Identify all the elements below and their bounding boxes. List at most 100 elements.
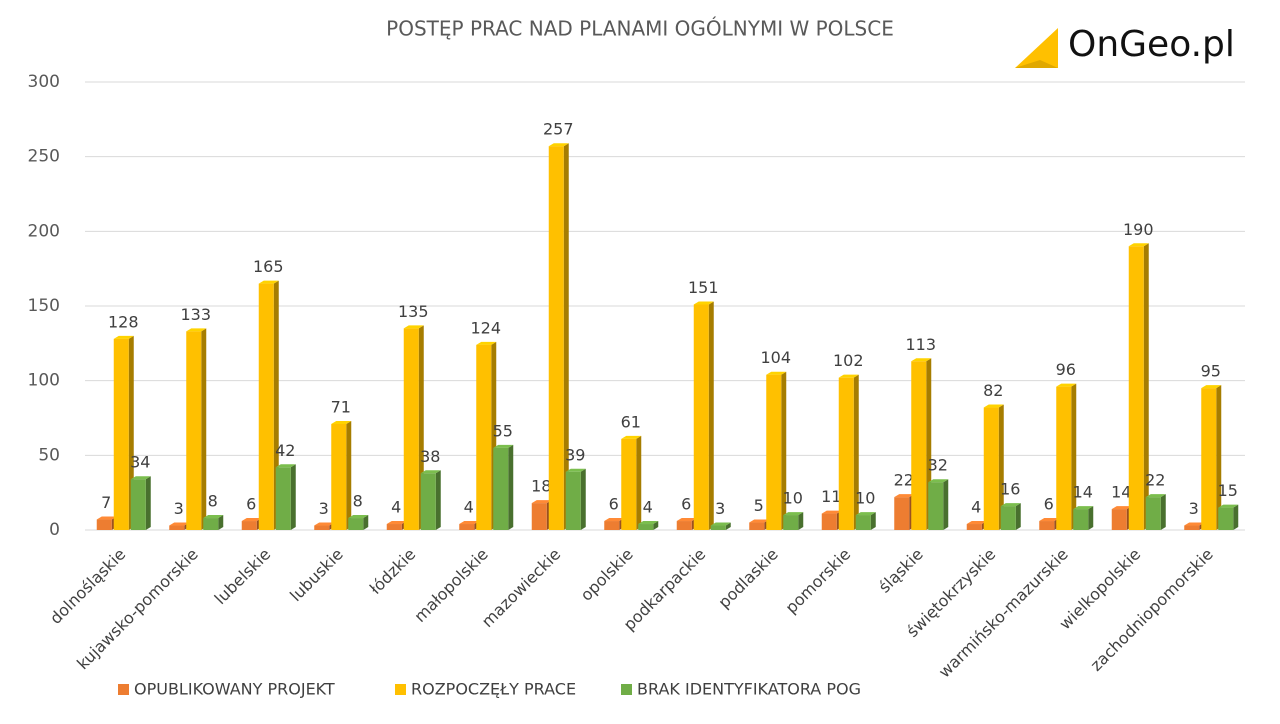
- bar-side: [636, 435, 642, 530]
- bar: [710, 525, 726, 530]
- bar: [766, 374, 782, 530]
- bar-top: [565, 468, 586, 472]
- data-label: 38: [420, 447, 440, 466]
- bar-side: [290, 464, 296, 530]
- bar-side: [653, 521, 659, 530]
- bar-top: [241, 518, 262, 522]
- data-label: 18: [531, 477, 551, 496]
- bar: [275, 467, 291, 530]
- bar-side: [1143, 243, 1149, 530]
- bar-top: [838, 374, 859, 378]
- bar: [1039, 521, 1055, 530]
- bar: [983, 407, 999, 530]
- bar: [638, 524, 654, 530]
- data-label: 6: [609, 495, 619, 514]
- data-label: 39: [565, 445, 585, 464]
- bar: [783, 515, 799, 530]
- data-label: 257: [543, 120, 574, 139]
- bar: [838, 377, 854, 530]
- bar: [1000, 506, 1016, 530]
- bar: [604, 521, 620, 530]
- bar-top: [1218, 504, 1239, 508]
- legend-label: ROZPOCZĘŁY PRACE: [411, 680, 576, 699]
- y-tick-label: 50: [38, 445, 60, 465]
- bar-top: [1145, 494, 1166, 498]
- bar: [676, 521, 692, 530]
- logo: OnGeo.pl: [1068, 24, 1235, 65]
- bar-side: [435, 470, 441, 530]
- bar: [203, 518, 219, 530]
- bar: [403, 328, 419, 530]
- data-label: 10: [855, 489, 875, 508]
- bar: [531, 503, 547, 530]
- data-label: 8: [208, 492, 218, 511]
- x-tick-label: małopolskie: [410, 545, 491, 626]
- bar-top: [911, 358, 932, 362]
- data-label: 3: [1189, 499, 1199, 518]
- bar-side: [781, 371, 787, 530]
- bar-top: [855, 512, 876, 516]
- bar-top: [258, 280, 279, 284]
- bar: [1218, 507, 1234, 530]
- data-label: 8: [353, 492, 363, 511]
- bar: [548, 146, 564, 531]
- bar: [1145, 497, 1161, 530]
- y-tick-label: 250: [28, 147, 60, 167]
- bar-top: [928, 479, 949, 483]
- bar-top: [186, 328, 207, 332]
- bar-side: [1071, 383, 1077, 530]
- bar-side: [218, 515, 224, 530]
- bar-top: [621, 435, 642, 439]
- bar-top: [476, 341, 497, 345]
- bar-top: [548, 143, 569, 147]
- data-label: 104: [760, 348, 791, 367]
- bar-top: [531, 500, 552, 504]
- bar: [565, 471, 581, 530]
- logo-icon: [1015, 28, 1058, 68]
- bar-top: [693, 301, 714, 305]
- data-label: 34: [130, 453, 150, 472]
- bar: [1184, 525, 1200, 530]
- x-tick-label: zachodniopomorskie: [1086, 545, 1216, 675]
- bar: [96, 519, 112, 530]
- data-label: 135: [398, 302, 429, 321]
- bar-side: [1160, 494, 1166, 530]
- bar-top: [1039, 518, 1060, 522]
- bar-top: [493, 444, 514, 448]
- y-tick-label: 100: [28, 371, 60, 391]
- bar-side: [725, 522, 731, 530]
- x-tick-label: pomorskie: [782, 545, 855, 618]
- data-label: 10: [783, 489, 803, 508]
- x-tick-label: śląskie: [875, 545, 927, 597]
- y-tick-label: 200: [28, 221, 60, 241]
- bar-top: [676, 518, 697, 522]
- bar: [169, 525, 185, 530]
- bar: [1111, 509, 1127, 530]
- bar: [894, 497, 910, 530]
- y-tick-label: 300: [28, 72, 60, 92]
- bar-top: [983, 404, 1004, 408]
- bar-side: [798, 512, 804, 530]
- data-label: 151: [688, 278, 719, 297]
- data-label: 61: [621, 412, 641, 431]
- legend-swatch: [621, 684, 632, 695]
- legend-label: OPUBLIKOWANY PROJEKT: [134, 680, 335, 699]
- bar: [966, 524, 982, 530]
- bar-top: [130, 476, 151, 480]
- bar-top: [275, 464, 296, 468]
- bar-side: [563, 143, 569, 531]
- data-label: 7: [101, 493, 111, 512]
- bar-top: [604, 518, 625, 522]
- data-label: 5: [754, 496, 764, 515]
- bar: [113, 338, 129, 530]
- bar-top: [966, 521, 987, 525]
- bar-top: [710, 522, 731, 526]
- x-tick-label: podlaskie: [714, 545, 781, 612]
- bar: [855, 515, 871, 530]
- bar-side: [363, 515, 369, 530]
- y-tick-label: 0: [49, 520, 60, 540]
- bar-top: [1056, 383, 1077, 387]
- chart-title: POSTĘP PRAC NAD PLANAMI OGÓLNYMI W POLSC…: [386, 17, 894, 41]
- data-label: 42: [275, 441, 295, 460]
